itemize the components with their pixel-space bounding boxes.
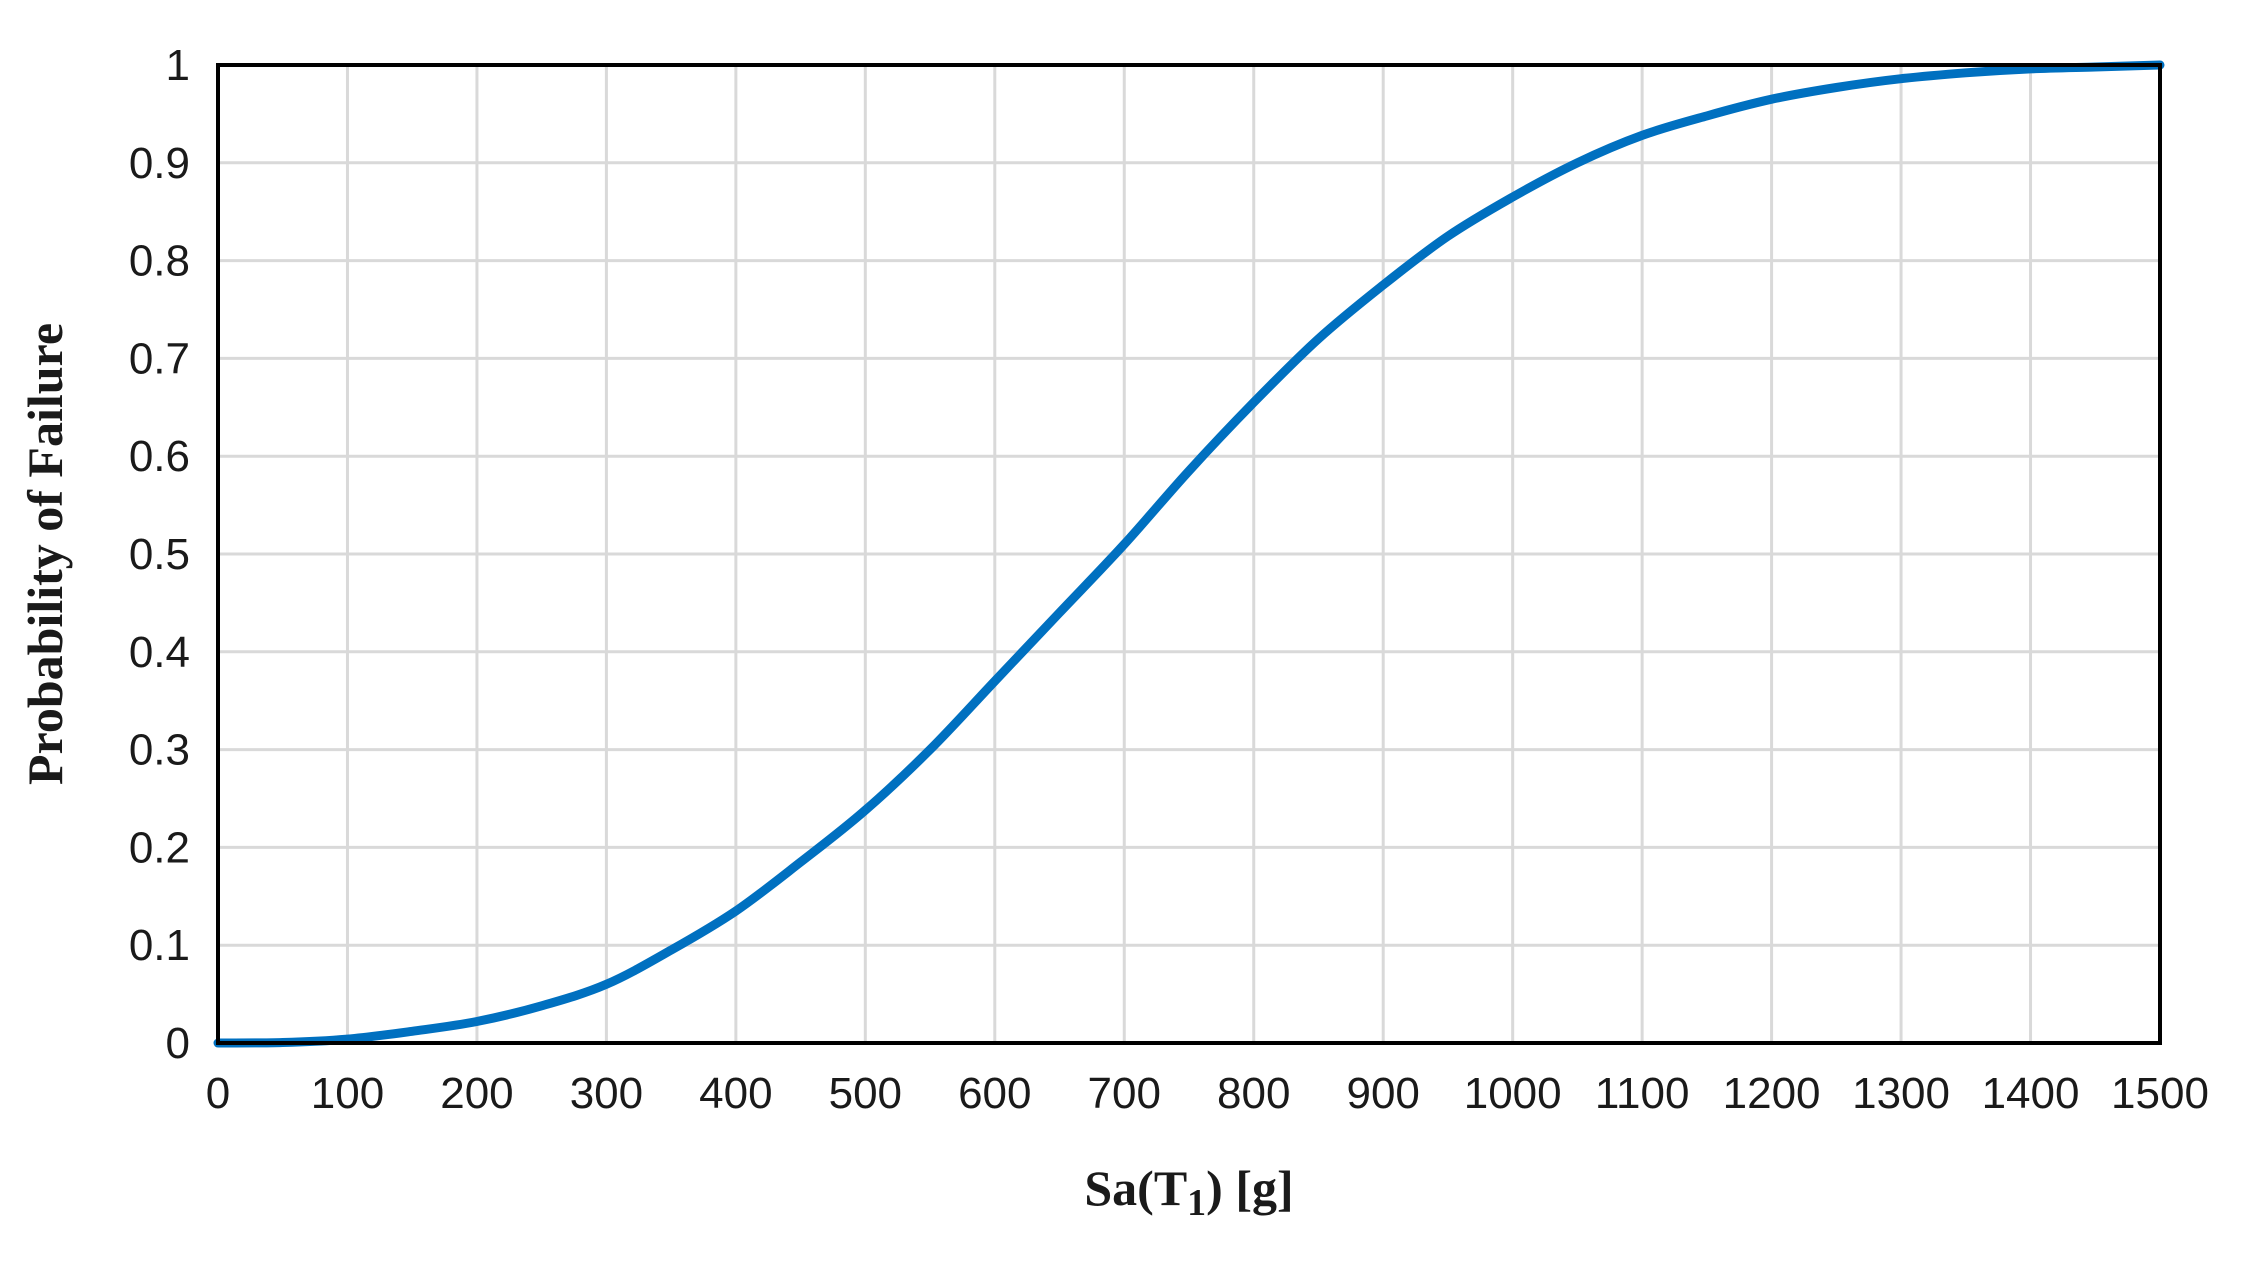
x-tick-label: 1300 (1852, 1069, 1950, 1118)
x-axis-title-suffix: ) [g] (1206, 1160, 1293, 1216)
y-tick-label: 0.8 (129, 237, 190, 286)
curve-layer (213, 60, 2165, 1048)
x-tick-labels: 0 100 200 300 400 500 600 700 800 900 1000 1100 1200… (206, 1069, 2209, 1118)
y-tick-labels: 0 0.1 0.2 0.3 0.4 0.5 0.6 0.7 0.8 0.9 1 (129, 41, 190, 1068)
x-tick-label: 300 (570, 1069, 643, 1118)
y-tick-label: 0.2 (129, 823, 190, 872)
x-tick-label: 1500 (2111, 1069, 2209, 1118)
y-tick-label: 1 (166, 41, 190, 90)
y-tick-label: 0.7 (129, 334, 190, 383)
x-tick-label: 400 (699, 1069, 772, 1118)
x-tick-label: 200 (440, 1069, 513, 1118)
y-tick-label: 0.3 (129, 726, 190, 775)
y-tick-label: 0.4 (129, 628, 190, 677)
x-tick-label: 1000 (1464, 1069, 1562, 1118)
x-tick-label: 0 (206, 1069, 230, 1118)
y-tick-label: 0.5 (129, 530, 190, 579)
y-tick-label: 0.9 (129, 139, 190, 188)
y-tick-label: 0 (166, 1019, 190, 1068)
x-tick-label: 900 (1346, 1069, 1419, 1118)
x-tick-label: 1100 (1595, 1069, 1690, 1118)
y-tick-label: 0.6 (129, 432, 190, 481)
x-tick-label: 600 (958, 1069, 1031, 1118)
y-axis-title: Probability of Failure (17, 323, 73, 785)
x-axis-title-main: Sa(T (1084, 1160, 1187, 1216)
x-tick-label: 500 (829, 1069, 902, 1118)
x-axis-title: Sa(T1) [g] (1084, 1160, 1293, 1224)
x-tick-label: 800 (1217, 1069, 1290, 1118)
failure-probability-curve (213, 60, 2165, 1048)
grid (216, 63, 2162, 1045)
x-axis-title-subscript: 1 (1187, 1182, 1206, 1224)
x-tick-label: 100 (311, 1069, 384, 1118)
x-tick-label: 1400 (1982, 1069, 2080, 1118)
x-tick-label: 700 (1088, 1069, 1161, 1118)
y-tick-label: 0.1 (129, 921, 190, 970)
plot-frame (216, 63, 2162, 1045)
x-tick-label: 1200 (1723, 1069, 1821, 1118)
